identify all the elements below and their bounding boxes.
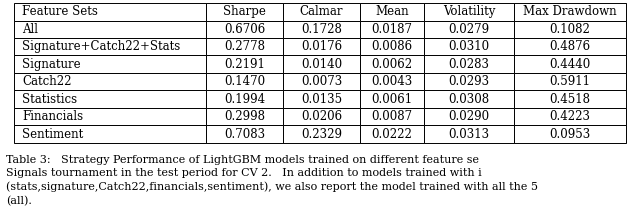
- Text: Table 3:   Strategy Performance of LightGBM models trained on different feature : Table 3: Strategy Performance of LightGB…: [6, 155, 538, 206]
